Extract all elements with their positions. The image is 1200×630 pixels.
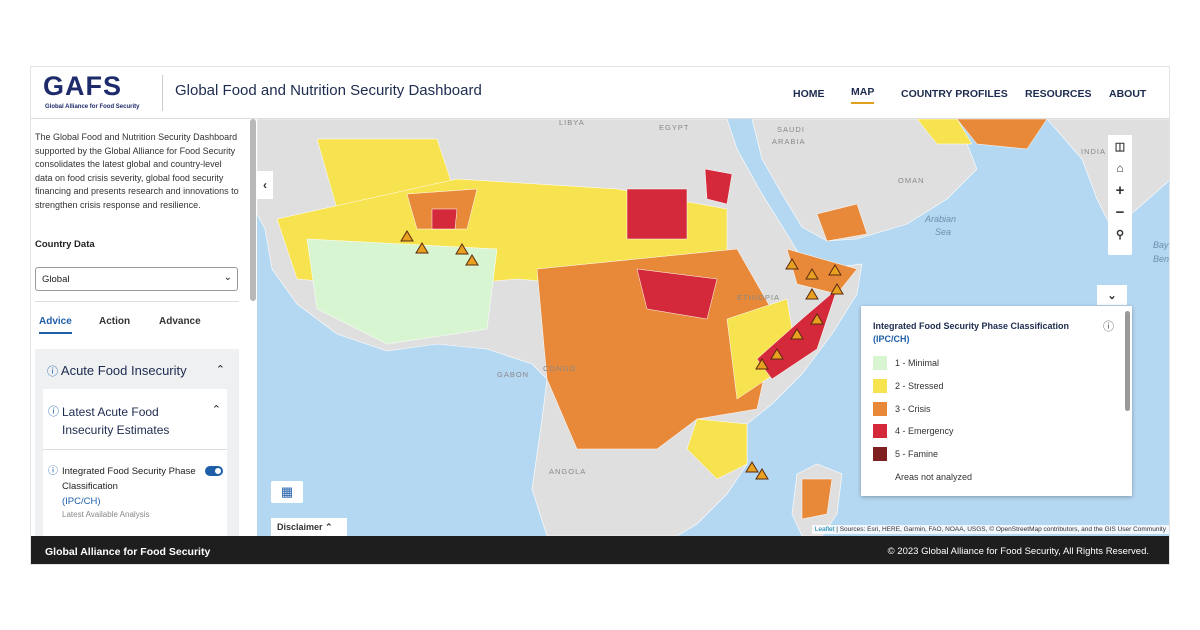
legend-title-text: Integrated Food Security Phase Classific… <box>873 321 1070 331</box>
map-controls: ◫ ⌂ + − ⚲ <box>1108 135 1132 255</box>
legend-item: 2 - Stressed <box>873 375 972 398</box>
attribution-text: | Sources: Esri, HERE, Garmin, FAO, NOAA… <box>836 526 1166 533</box>
divider <box>162 75 163 111</box>
legend-label: 5 - Famine <box>895 449 939 460</box>
toggle[interactable] <box>205 466 223 476</box>
nav-link[interactable]: COUNTRY PROFILES <box>901 88 1008 100</box>
subsection-title[interactable]: ⓘ Latest Acute Food Insecurity Estimates <box>48 403 198 439</box>
map-label: ETHIOPIA <box>737 293 780 302</box>
legend-item: 1 - Minimal <box>873 352 972 375</box>
layer-note: Latest Available Analysis <box>62 510 150 519</box>
info-icon[interactable]: ⓘ <box>1103 321 1114 333</box>
legend-item: Areas not analyzed <box>873 465 972 488</box>
subsection-text: Latest Acute Food Insecurity Estimates <box>62 405 170 437</box>
map-label: Sea <box>935 227 951 237</box>
map-label: GABON <box>497 370 529 379</box>
map-label: ARABIA <box>772 137 806 146</box>
legend-label: 1 - Minimal <box>895 358 940 369</box>
map-label: CONGO <box>543 364 576 373</box>
legend-swatch <box>873 424 887 439</box>
accordion: ⓘ Acute Food Insecurity ⌃ ⓘ Latest Acute … <box>35 349 239 536</box>
logo-subtitle: Global Alliance for Food Security <box>45 104 140 110</box>
legend-item: 5 - Famine <box>873 443 972 466</box>
tab[interactable]: Advice <box>39 316 72 334</box>
collapse-sidebar[interactable]: ‹ <box>257 171 273 199</box>
nav-link[interactable]: ABOUT <box>1109 88 1147 100</box>
map-label: EGYPT <box>659 123 689 132</box>
subsection: ⓘ Latest Acute Food Insecurity Estimates … <box>43 389 227 536</box>
attribution: Leaflet | Sources: Esri, HERE, Garmin, F… <box>811 525 1169 534</box>
sidebar: The Global Food and Nutrition Security D… <box>31 119 257 536</box>
legend-label: Areas not analyzed <box>895 471 973 482</box>
footer-left: Global Alliance for Food Security <box>45 546 211 558</box>
table-button[interactable]: ▦ <box>271 481 303 503</box>
country-select[interactable]: Global ⌄ <box>35 267 238 291</box>
logo[interactable]: GAFS <box>43 71 123 101</box>
map-label: ANGOLA <box>549 467 586 476</box>
country-data-label: Country Data <box>35 239 95 250</box>
layer-item: ⓘ Integrated Food Security Phase Classif… <box>48 464 198 521</box>
map-label: INDIA <box>1081 147 1106 156</box>
description: The Global Food and Nutrition Security D… <box>35 132 239 210</box>
nav-link[interactable]: MAP <box>851 86 875 104</box>
legend-swatch <box>873 470 887 484</box>
nav-link[interactable]: RESOURCES <box>1025 88 1092 100</box>
legend: Integrated Food Security Phase Classific… <box>861 306 1132 496</box>
section-text: Acute Food Insecurity <box>60 363 187 378</box>
disclaimer-text: Disclaimer <box>277 522 323 532</box>
map-label: Bay <box>1153 240 1169 250</box>
legend-toggle[interactable]: ⌄ <box>1097 285 1127 305</box>
attribution-link[interactable]: Leaflet <box>814 526 835 533</box>
legend-item: 3 - Crisis <box>873 397 972 420</box>
legend-swatch <box>873 356 887 371</box>
app: GAFS Global Alliance for Food Security G… <box>30 66 1170 565</box>
legend-label: 2 - Stressed <box>895 381 944 392</box>
legend-scrollbar[interactable] <box>1125 311 1130 411</box>
select-value: Global <box>42 274 70 285</box>
legend-code: (IPC/CH) <box>873 334 910 344</box>
legend-item: 4 - Emergency <box>873 420 972 443</box>
section-title[interactable]: ⓘ Acute Food Insecurity <box>47 363 187 378</box>
map-label: Ben <box>1153 254 1169 264</box>
select-arrow: ⌄ <box>223 272 232 283</box>
footer: Global Alliance for Food Security © 2023… <box>31 536 1169 564</box>
legend-items: 1 - Minimal 2 - Stressed 3 - Crisis 4 - Eme… <box>873 352 972 488</box>
legend-title: Integrated Food Security Phase Classific… <box>873 320 1103 346</box>
layer-code: (IPC/CH) <box>62 496 101 507</box>
search-button[interactable]: ⚲ <box>1108 223 1132 245</box>
zoom-out[interactable]: − <box>1108 201 1132 223</box>
footer-right: © 2023 Global Alliance for Food Security… <box>887 546 1149 557</box>
nav-link[interactable]: HOME <box>793 88 825 100</box>
legend-swatch <box>873 447 887 462</box>
tab[interactable]: Advance <box>159 316 201 327</box>
site-title: Global Food and Nutrition Security Dashb… <box>175 82 482 99</box>
scrollbar[interactable] <box>250 119 256 301</box>
legend-swatch <box>873 379 887 394</box>
collapse-icon[interactable]: ⌃ <box>215 364 225 376</box>
map-label: OMAN <box>898 176 925 185</box>
legend-swatch <box>873 401 887 416</box>
map-label: Arabian <box>924 214 956 224</box>
legend-label: 3 - Crisis <box>895 403 931 414</box>
tab[interactable]: Action <box>99 316 131 327</box>
map[interactable]: LIBYA EGYPT SAUDI ARABIA INDIA OMAN Arab… <box>257 119 1169 536</box>
header: GAFS Global Alliance for Food Security G… <box>31 67 1169 119</box>
basemap-button[interactable]: ◫ <box>1108 135 1132 157</box>
zoom-in[interactable]: + <box>1108 179 1132 201</box>
collapse-icon[interactable]: ⌃ <box>211 404 221 416</box>
ipc-areas <box>276 119 1048 520</box>
camp-markers <box>400 230 844 480</box>
divider <box>43 449 227 450</box>
disclaimer[interactable]: Disclaimer ⌃ <box>271 518 347 536</box>
map-label: LIBYA <box>559 119 585 127</box>
layer-name: Integrated Food Security Phase Classific… <box>62 466 196 492</box>
legend-label: 4 - Emergency <box>895 426 954 437</box>
map-label: SAUDI <box>777 125 805 134</box>
divider <box>35 301 239 302</box>
home-button[interactable]: ⌂ <box>1108 157 1132 179</box>
